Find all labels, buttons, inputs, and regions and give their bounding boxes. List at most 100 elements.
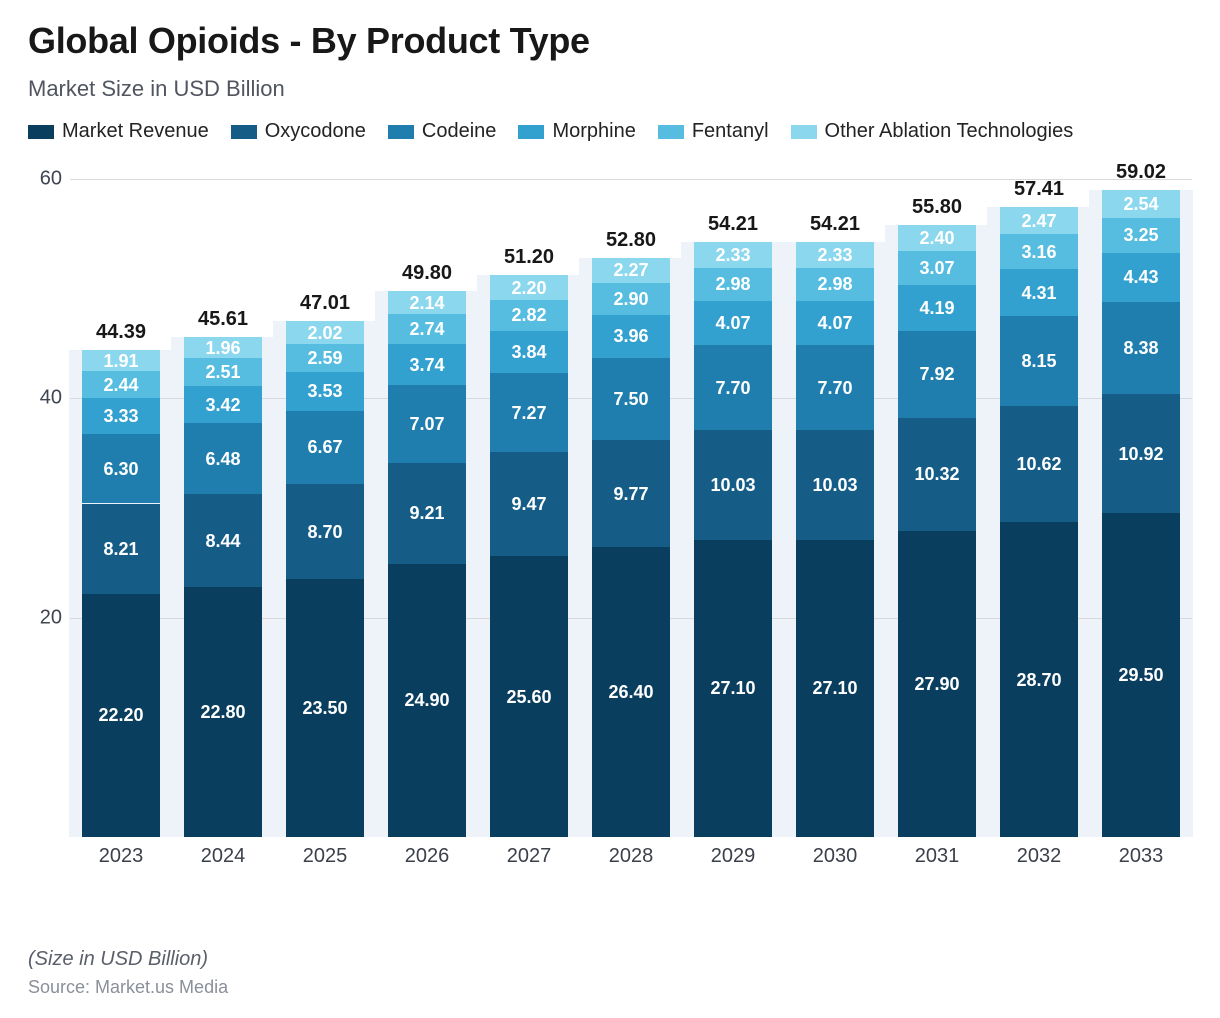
- segment-value-label: 10.92: [1118, 445, 1163, 463]
- y-tick-label: 40: [28, 387, 70, 410]
- bar-total-label: 52.80: [580, 229, 682, 252]
- legend-swatch: [28, 125, 54, 139]
- segment-value-label: 27.10: [710, 679, 755, 697]
- bar-total-label: 45.61: [172, 308, 274, 331]
- stacked-bar: 29.5010.928.384.433.252.54: [1102, 190, 1180, 837]
- segment-value-label: 27.10: [812, 679, 857, 697]
- segment-value-label: 7.92: [919, 365, 954, 383]
- bar-segment: 10.32: [898, 418, 976, 531]
- legend-item: Codeine: [388, 120, 497, 143]
- bar-segment: 6.30: [82, 434, 160, 503]
- segment-value-label: 29.50: [1118, 666, 1163, 684]
- segment-value-label: 27.90: [914, 675, 959, 693]
- bar-total-label: 59.02: [1090, 161, 1192, 184]
- bar-total-label: 54.21: [682, 213, 784, 236]
- bar-segment: 7.07: [388, 385, 466, 463]
- bar-total-label: 51.20: [478, 246, 580, 269]
- segment-value-label: 3.42: [205, 396, 240, 414]
- bar-segment: 7.50: [592, 358, 670, 440]
- segment-value-label: 3.25: [1123, 226, 1158, 244]
- bar-segment: 2.51: [184, 358, 262, 386]
- bar-segment: 2.98: [694, 268, 772, 301]
- segment-value-label: 3.84: [511, 343, 546, 361]
- bar-segment: 8.21: [82, 504, 160, 594]
- segment-value-label: 6.67: [307, 438, 342, 456]
- stacked-bar: 26.409.777.503.962.902.27: [592, 258, 670, 837]
- x-tick-label: 2024: [172, 837, 274, 868]
- bar-segment: 2.44: [82, 371, 160, 398]
- legend-swatch: [231, 125, 257, 139]
- segment-value-label: 10.32: [914, 465, 959, 483]
- bar-segment: 2.90: [592, 283, 670, 315]
- bar-segment: 7.92: [898, 331, 976, 418]
- segment-value-label: 25.60: [506, 688, 551, 706]
- legend-item: Oxycodone: [231, 120, 366, 143]
- segment-value-label: 8.70: [307, 523, 342, 541]
- segment-value-label: 8.38: [1123, 339, 1158, 357]
- x-tick-label: 2026: [376, 837, 478, 868]
- bar-segment: 9.47: [490, 452, 568, 556]
- legend-label: Oxycodone: [265, 120, 366, 143]
- stacked-bar: 27.1010.037.704.072.982.33: [694, 242, 772, 837]
- bar-segment: 2.33: [796, 242, 874, 268]
- bar-segment: 3.53: [286, 372, 364, 411]
- segment-value-label: 2.59: [307, 349, 342, 367]
- segment-value-label: 4.07: [817, 314, 852, 332]
- legend-label: Market Revenue: [62, 120, 209, 143]
- gridline: [70, 179, 1192, 180]
- legend-label: Codeine: [422, 120, 497, 143]
- y-tick-label: 60: [28, 167, 70, 190]
- bar-column: 25.609.477.273.842.822.2051.202027: [478, 157, 580, 837]
- segment-value-label: 6.48: [205, 450, 240, 468]
- bar-segment: 9.77: [592, 440, 670, 547]
- legend-item: Market Revenue: [28, 120, 209, 143]
- legend-swatch: [658, 125, 684, 139]
- bar-segment: 7.70: [694, 345, 772, 429]
- bar-segment: 23.50: [286, 579, 364, 837]
- segment-value-label: 6.30: [103, 460, 138, 478]
- segment-value-label: 2.02: [307, 324, 342, 342]
- segment-value-label: 26.40: [608, 683, 653, 701]
- bar-segment: 22.80: [184, 587, 262, 837]
- bar-total-label: 44.39: [70, 321, 172, 344]
- segment-value-label: 7.50: [613, 390, 648, 408]
- segment-value-label: 3.07: [919, 259, 954, 277]
- segment-value-label: 10.03: [710, 476, 755, 494]
- bar-segment: 8.38: [1102, 302, 1180, 394]
- bar-segment: 4.19: [898, 285, 976, 331]
- x-tick-label: 2032: [988, 837, 1090, 868]
- x-tick-label: 2031: [886, 837, 988, 868]
- bar-segment: 25.60: [490, 556, 568, 837]
- chart-subtitle: Market Size in USD Billion: [28, 76, 1192, 102]
- bars-container: 22.208.216.303.332.441.9144.39202322.808…: [70, 157, 1192, 837]
- segment-value-label: 2.14: [409, 294, 444, 312]
- segment-value-label: 10.03: [812, 476, 857, 494]
- bar-segment: 2.20: [490, 275, 568, 299]
- bar-column: 22.208.216.303.332.441.9144.392023: [70, 157, 172, 837]
- bar-segment: 4.07: [796, 301, 874, 346]
- bar-segment: 1.91: [82, 350, 160, 371]
- segment-value-label: 9.21: [409, 504, 444, 522]
- bar-segment: 1.96: [184, 337, 262, 358]
- segment-value-label: 7.27: [511, 404, 546, 422]
- segment-value-label: 22.80: [200, 703, 245, 721]
- bar-column: 23.508.706.673.532.592.0247.012025: [274, 157, 376, 837]
- segment-value-label: 8.15: [1021, 352, 1056, 370]
- x-tick-label: 2029: [682, 837, 784, 868]
- bar-total-label: 57.41: [988, 178, 1090, 201]
- segment-value-label: 7.07: [409, 415, 444, 433]
- segment-value-label: 2.20: [511, 279, 546, 297]
- segment-value-label: 7.70: [715, 379, 750, 397]
- bar-segment: 2.14: [388, 291, 466, 314]
- segment-value-label: 7.70: [817, 379, 852, 397]
- plot-area: 22.208.216.303.332.441.9144.39202322.808…: [70, 157, 1192, 837]
- stacked-bar: 25.609.477.273.842.822.20: [490, 275, 568, 837]
- segment-value-label: 2.74: [409, 320, 444, 338]
- bar-segment: 2.33: [694, 242, 772, 268]
- segment-value-label: 22.20: [98, 706, 143, 724]
- stacked-bar: 24.909.217.073.742.742.14: [388, 291, 466, 837]
- bar-segment: 3.33: [82, 398, 160, 435]
- stacked-bar: 23.50 8.70 6.67 3.53 2.59 2.02: [286, 321, 364, 837]
- segment-value-label: 2.44: [103, 376, 138, 394]
- stacked-bar: 28.7010.628.154.313.162.47: [1000, 207, 1078, 837]
